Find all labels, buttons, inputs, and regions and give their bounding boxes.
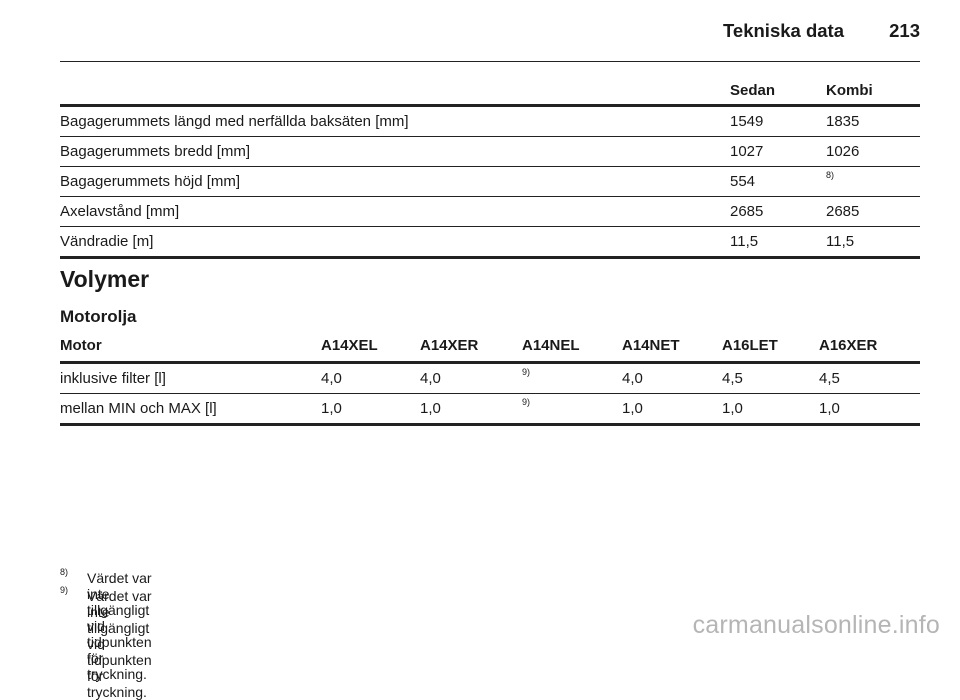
- kombi-value: 2685: [826, 196, 920, 227]
- column-header-engine: A14NEL: [522, 337, 622, 364]
- page-title: Tekniska data: [723, 20, 844, 41]
- table-cell: 9): [522, 393, 622, 426]
- column-header-engine: A16LET: [722, 337, 819, 364]
- row-label: Bagagerummets höjd [mm]: [60, 166, 730, 197]
- table-cell: 4,0: [420, 362, 522, 394]
- kombi-value: 8): [826, 166, 920, 197]
- sedan-value: 1549: [730, 105, 826, 137]
- table-cell: 9): [522, 362, 622, 394]
- table-cell: 4,0: [622, 362, 722, 394]
- table-row: Bagagerummets höjd [mm] 554 8): [60, 166, 920, 197]
- row-label: Axelavstånd [mm]: [60, 196, 730, 227]
- footnote-ref: 8): [826, 170, 835, 180]
- row-label: mellan MIN och MAX [l]: [60, 393, 321, 426]
- table-cell: 1,0: [819, 393, 920, 426]
- table-cell: 1,0: [622, 393, 722, 426]
- table-header-row: Motor A14XEL A14XER A14NEL A14NET A16LET…: [60, 337, 920, 364]
- sedan-value: 2685: [730, 196, 826, 227]
- column-header-engine: A14NET: [622, 337, 722, 364]
- row-label: inklusive filter [l]: [60, 362, 321, 394]
- table-cell: 1,0: [420, 393, 522, 426]
- table-row: inklusive filter [l] 4,0 4,0 9) 4,0 4,5 …: [60, 362, 920, 394]
- page-number: 213: [889, 20, 920, 41]
- table-row: Vändradie [m] 11,5 11,5: [60, 226, 920, 259]
- column-header: [60, 82, 730, 107]
- section-heading: Volymer: [60, 266, 150, 292]
- table-row: Bagagerummets längd med nerfällda baksät…: [60, 105, 920, 137]
- sedan-value: 554: [730, 166, 826, 197]
- column-header-engine: A14XER: [420, 337, 522, 364]
- dimensions-table: Sedan Kombi Bagagerummets längd med nerf…: [60, 82, 920, 259]
- table-cell: 4,0: [321, 362, 420, 394]
- table-row: Axelavstånd [mm] 2685 2685: [60, 196, 920, 227]
- table-cell: 1,0: [321, 393, 420, 426]
- footnote-ref: 9): [522, 367, 531, 377]
- row-label: Vändradie [m]: [60, 226, 730, 259]
- sedan-value: 1027: [730, 136, 826, 167]
- table-row: mellan MIN och MAX [l] 1,0 1,0 9) 1,0 1,…: [60, 393, 920, 426]
- column-header-sedan: Sedan: [730, 82, 826, 107]
- page-header: Tekniska data 213: [60, 18, 920, 48]
- row-label: Bagagerummets längd med nerfällda baksät…: [60, 105, 730, 137]
- table-cell: 4,5: [722, 362, 819, 394]
- table-cell: 4,5: [819, 362, 920, 394]
- kombi-value: 1835: [826, 105, 920, 137]
- watermark: carmanualsonline.info: [692, 611, 940, 639]
- column-header-engine: A16XER: [819, 337, 920, 364]
- kombi-value: 11,5: [826, 226, 920, 259]
- sedan-value: 11,5: [730, 226, 826, 259]
- footnote-text: Värdet var inte tillgängligt vid tidpunk…: [87, 588, 152, 700]
- header-divider: [60, 61, 920, 62]
- footnote-mark: 8): [60, 567, 69, 577]
- row-label: Bagagerummets bredd [mm]: [60, 136, 730, 167]
- engine-oil-table: Motor A14XEL A14XER A14NEL A14NET A16LET…: [60, 337, 920, 426]
- column-header-engine: A14XEL: [321, 337, 420, 364]
- table-row: Bagagerummets bredd [mm] 1027 1026: [60, 136, 920, 167]
- footnote-ref: 9): [522, 397, 531, 407]
- table-header-row: Sedan Kombi: [60, 82, 920, 107]
- footnote-mark: 9): [60, 585, 69, 595]
- column-header-kombi: Kombi: [826, 82, 920, 107]
- column-header-motor: Motor: [60, 337, 321, 364]
- table-cell: 1,0: [722, 393, 819, 426]
- subsection-heading: Motorolja: [60, 307, 137, 326]
- kombi-value: 1026: [826, 136, 920, 167]
